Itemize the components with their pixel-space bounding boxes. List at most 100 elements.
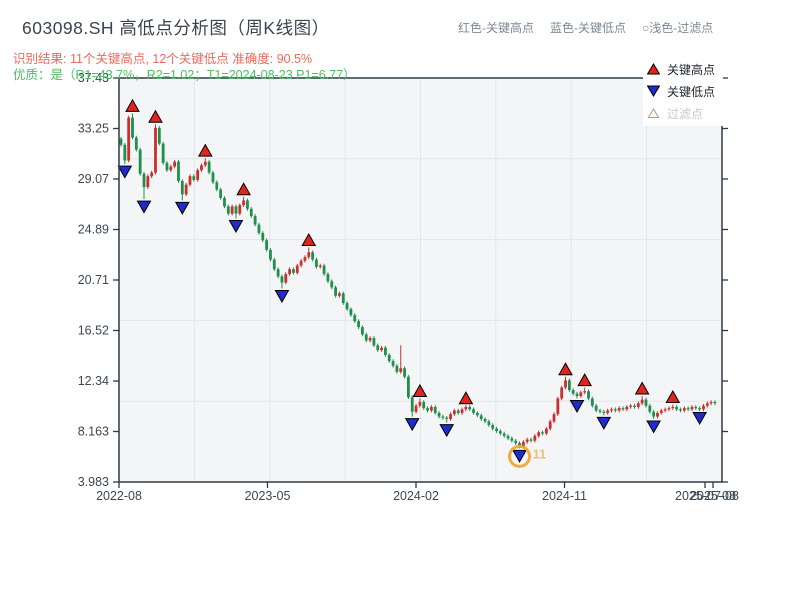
candle-body <box>636 403 640 407</box>
candle-body <box>246 200 249 209</box>
color-key-caption: 红色-关键高点 蓝色-关键低点 ○浅色-过滤点 <box>458 19 729 36</box>
candle-body <box>656 412 659 417</box>
candle-body <box>617 408 621 411</box>
candle-body <box>372 338 376 346</box>
candle-body <box>418 402 422 406</box>
candle-body <box>533 435 537 441</box>
candle-body <box>353 315 357 322</box>
candle-body <box>613 409 617 411</box>
candle-body <box>564 380 567 388</box>
candle-body <box>165 162 169 171</box>
candle-body <box>119 138 123 145</box>
key-high-marker <box>665 389 681 403</box>
candle-body <box>161 143 165 163</box>
candle-body <box>280 276 284 283</box>
key-high-marker <box>301 232 317 246</box>
key-high-marker <box>458 391 474 405</box>
candle-body <box>475 412 479 416</box>
candle-body <box>338 293 341 296</box>
candle-body <box>602 411 606 413</box>
candle-body <box>253 216 257 225</box>
candle-body <box>521 441 525 447</box>
candle-body <box>506 435 510 439</box>
key-low-marker <box>439 424 455 438</box>
candle-body <box>510 438 514 441</box>
candle-body <box>705 403 709 406</box>
y-tick-label: 3.983 <box>78 475 109 489</box>
y-tick-label: 16.52 <box>78 324 109 338</box>
candle-body <box>525 439 529 442</box>
candle-body <box>357 321 360 328</box>
candle-body <box>491 425 495 429</box>
legend-item-key-high: 关键高点 <box>647 58 723 80</box>
candle-body <box>142 173 146 188</box>
candle-body <box>261 232 265 241</box>
candle-body <box>433 406 437 413</box>
candle-body <box>640 399 644 404</box>
candle-body <box>483 418 487 422</box>
candle-body <box>452 410 456 415</box>
candle-body <box>441 416 445 418</box>
key-high-marker <box>412 383 428 397</box>
candle-body <box>437 412 441 417</box>
y-tick-label: 29.07 <box>78 172 109 186</box>
candle-body <box>265 240 269 250</box>
candle-body <box>269 249 272 260</box>
candle-body <box>429 406 433 411</box>
candle-body <box>625 406 629 410</box>
candle-body <box>514 440 518 444</box>
x-tick-label: 2022-08 <box>96 489 142 503</box>
candle-body <box>709 402 713 404</box>
candle-body <box>468 406 472 410</box>
candle-body <box>387 354 391 362</box>
candle-body <box>196 170 200 180</box>
candle-body <box>173 161 177 167</box>
candle-body <box>414 405 418 412</box>
candle-body <box>376 345 380 351</box>
candle-body <box>399 368 403 372</box>
candle-body <box>219 189 223 198</box>
key-high-marker <box>236 182 251 196</box>
key-low-marker <box>274 290 290 304</box>
legend-label: 关键低点 <box>667 84 716 99</box>
caption-filtered: ○浅色-过滤点 <box>642 21 714 35</box>
candle-body <box>610 409 613 411</box>
candle-body <box>169 166 173 171</box>
key-low-marker <box>228 219 244 233</box>
candle-body <box>242 200 246 206</box>
candle-body <box>226 206 230 214</box>
key-high-marker <box>634 381 650 395</box>
candle-body <box>621 408 625 410</box>
candle-body <box>223 197 226 207</box>
candle-body <box>211 172 215 183</box>
x-tick-label: 2023-05 <box>245 489 291 503</box>
key-low-marker <box>692 412 707 426</box>
candle-body <box>234 206 238 214</box>
candle-body <box>449 414 452 419</box>
candle-body <box>230 206 234 214</box>
candle-body <box>184 184 188 195</box>
highlight-annotation: 11 <box>533 446 547 461</box>
candle-body <box>200 165 203 171</box>
candle-body <box>131 117 134 138</box>
recognition-result-text: 识别结果: 11个关键高点, 12个关键低点 准确度: 90.5% <box>13 52 313 66</box>
candle-body <box>472 409 475 413</box>
caption-key-low: 蓝色-关键低点 <box>550 21 626 35</box>
candle-body <box>606 410 610 413</box>
candle-body <box>272 259 276 270</box>
key-low-marker <box>136 200 152 214</box>
candle-body <box>407 376 410 398</box>
candle-body <box>667 408 671 410</box>
legend-item-key-low: 关键低点 <box>647 80 723 102</box>
y-tick-label: 12.34 <box>78 374 109 388</box>
candle-body <box>295 265 299 273</box>
legend-label: 关键高点 <box>667 62 716 77</box>
candle-body <box>686 408 690 410</box>
key-low-marker <box>569 399 585 413</box>
candle-body <box>671 406 675 409</box>
candle-body <box>380 347 383 351</box>
key-high-marker <box>125 98 140 112</box>
x-tick-label: 2025-08 <box>690 489 736 503</box>
candle-body <box>587 391 590 399</box>
candle-body <box>180 181 184 195</box>
